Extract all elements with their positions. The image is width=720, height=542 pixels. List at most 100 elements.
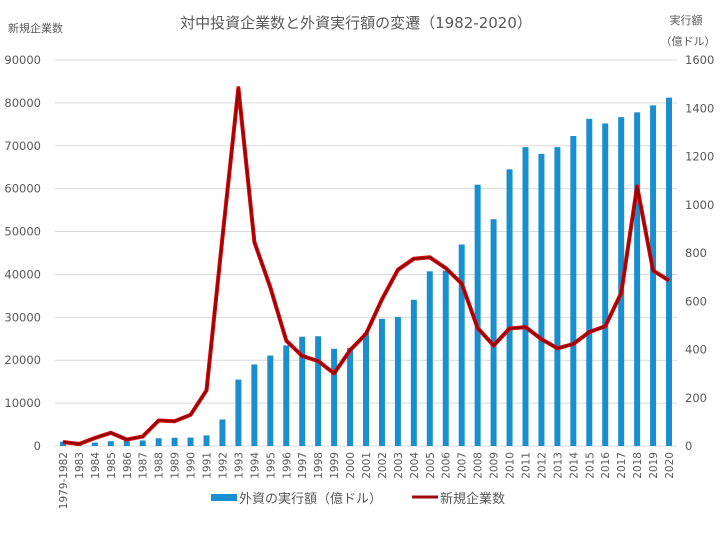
x-tick-label: 1987	[138, 452, 150, 479]
x-tick-label: 2008	[473, 452, 485, 479]
x-tick-label: 1989	[170, 452, 182, 479]
x-tick-label: 2012	[536, 452, 548, 479]
legend-bar-swatch	[211, 494, 237, 501]
bar-2013	[554, 147, 561, 446]
x-tick-label: 2014	[568, 452, 580, 479]
bar-1995	[267, 355, 274, 446]
left-tick-label: 40000	[4, 267, 41, 281]
bar-2003	[394, 316, 401, 446]
left-tick-label: 60000	[4, 182, 41, 196]
x-tick-label: 2006	[441, 452, 453, 479]
x-tick-label: 2016	[600, 452, 612, 479]
x-tick-label: 1990	[186, 452, 198, 479]
x-tick-label: 1996	[281, 452, 293, 479]
bar-2001	[363, 332, 369, 446]
bar-1986	[123, 440, 130, 446]
bar-1999	[331, 348, 338, 446]
x-tick-label: 2003	[393, 452, 405, 479]
bar-2012	[538, 153, 545, 446]
bar-2018	[634, 112, 641, 446]
left-axis-title: 新規企業数	[8, 21, 63, 35]
x-tick-label: 2018	[632, 452, 644, 479]
x-tick-label: 2005	[425, 452, 437, 479]
right-tick-label: 800	[685, 246, 707, 260]
right-tick-label: 1000	[685, 198, 714, 212]
x-tick-label: 1983	[74, 452, 86, 479]
right-axis-title: 実行額	[670, 13, 703, 27]
right-tick-label: 1600	[685, 53, 714, 67]
x-tick-label: 2013	[552, 452, 564, 479]
bar-1989	[171, 437, 178, 446]
left-tick-label: 20000	[4, 353, 41, 367]
bar-1992	[219, 419, 226, 446]
bar-2006	[442, 270, 449, 446]
x-tick-label: 1991	[202, 452, 214, 479]
x-tick-label: 1979-1982	[58, 452, 70, 509]
x-tick-label: 2010	[505, 452, 517, 479]
left-tick-label: 90000	[4, 53, 41, 67]
bar-2016	[602, 123, 609, 446]
bar-2015	[586, 118, 593, 447]
right-tick-label: 600	[685, 294, 707, 308]
x-tick-label: 2017	[616, 452, 628, 479]
bar-1994	[251, 364, 258, 446]
right-tick-label: 200	[685, 391, 707, 405]
bar-2019	[650, 105, 657, 446]
legend: 外資の実行額（億ドル） 新規企業数	[211, 491, 505, 507]
right-tick-label: 1400	[685, 101, 714, 115]
bar-2020	[666, 97, 673, 446]
bar-1993	[235, 379, 242, 446]
chart-title: 対中投資企業数と外資実行額の変遷（1982-2020）	[180, 14, 532, 32]
x-tick-label: 1988	[154, 452, 166, 479]
left-tick-label: 0	[34, 439, 41, 453]
left-tick-label: 10000	[4, 396, 41, 410]
bar-1991	[203, 435, 210, 446]
bar-1984	[91, 442, 98, 446]
bar-1988	[155, 438, 162, 446]
bar-1987	[139, 440, 146, 446]
bar-2002	[378, 318, 385, 446]
bar-2010	[506, 169, 513, 446]
x-tick-label: 1999	[329, 452, 341, 479]
left-tick-label: 70000	[4, 139, 41, 153]
x-tick-label: 1998	[313, 452, 325, 479]
bar-2011	[522, 147, 529, 446]
x-tick-label: 2002	[377, 452, 389, 479]
bar-2004	[410, 299, 417, 446]
bar-1996	[283, 345, 290, 446]
right-tick-label: 0	[685, 439, 692, 453]
bar-2007	[458, 244, 465, 446]
x-tick-label: 2000	[345, 452, 357, 479]
legend-bar-label: 外資の実行額（億ドル）	[239, 491, 382, 507]
x-tick-label: 1985	[106, 452, 118, 479]
bar-2014	[570, 135, 577, 446]
right-tick-label: 1200	[685, 150, 714, 164]
x-tick-label: 1993	[233, 452, 245, 479]
x-tick-label: 1994	[249, 452, 261, 479]
bar-1997	[299, 336, 306, 446]
bar-2008	[474, 184, 481, 446]
x-tick-label: 1986	[122, 452, 134, 479]
line-series	[62, 87, 670, 445]
right-axis-unit: （億ドル）	[661, 35, 716, 48]
x-tick-label: 1997	[297, 452, 309, 479]
bar-1985	[107, 441, 114, 446]
x-tick-label: 2004	[409, 452, 421, 479]
x-tick-label: 2015	[584, 452, 596, 479]
left-tick-label: 50000	[4, 225, 41, 239]
x-tick-label: 2007	[457, 452, 469, 479]
x-tick-label: 2009	[489, 452, 501, 479]
bar-2000	[347, 347, 354, 446]
x-tick-label: 2011	[520, 452, 532, 479]
x-tick-label: 1995	[265, 452, 277, 479]
x-tick-label: 1984	[90, 452, 102, 479]
x-tick-label: 1992	[217, 452, 229, 479]
bar-1990	[187, 437, 194, 446]
x-tick-label: 2020	[664, 452, 676, 479]
legend-line-label: 新規企業数	[440, 491, 505, 507]
x-tick-label: 2019	[648, 452, 660, 479]
left-tick-label: 80000	[4, 96, 41, 110]
bar-1998	[315, 336, 322, 446]
bar-2009	[490, 219, 497, 446]
